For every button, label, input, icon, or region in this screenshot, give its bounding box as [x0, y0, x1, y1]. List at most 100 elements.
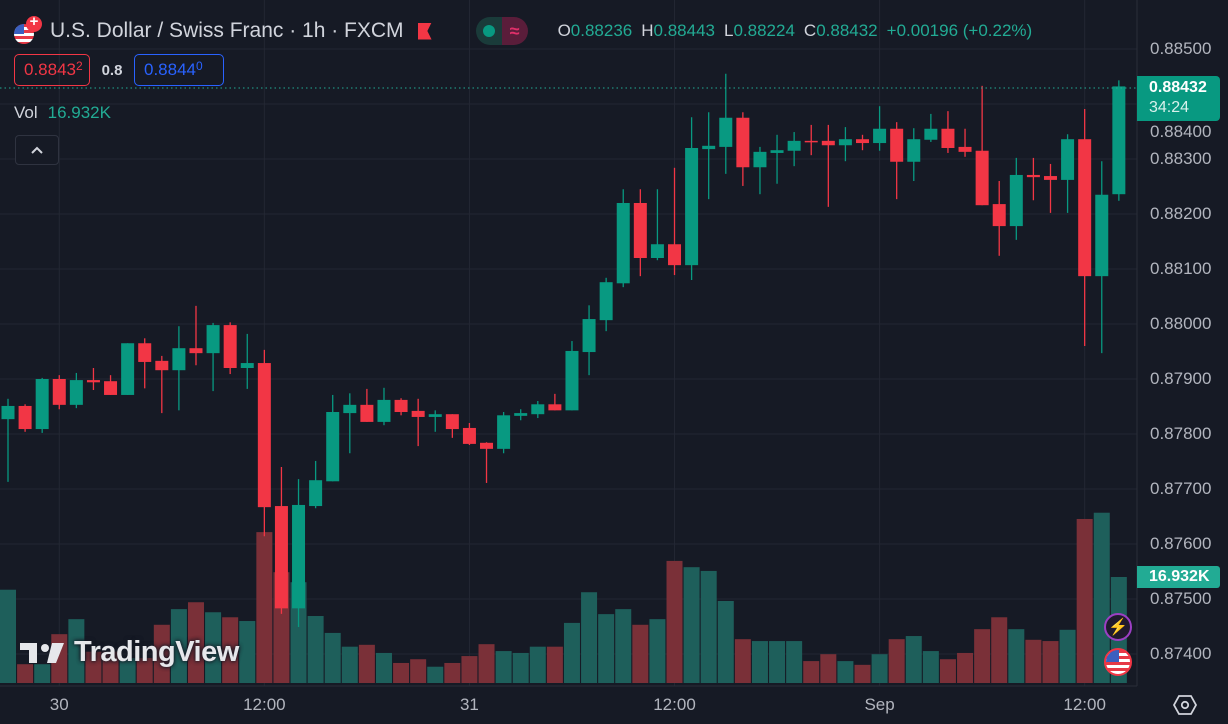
open-value: 0.88236 [570, 21, 633, 40]
candle-body [582, 319, 596, 353]
candle [907, 128, 921, 181]
volume-bar [649, 619, 666, 683]
sell-button[interactable]: 0.8843 2 [14, 54, 90, 86]
candle-body [172, 348, 186, 371]
volume-bar [1059, 629, 1076, 683]
candle-body [240, 363, 254, 368]
candle [958, 128, 972, 157]
candle [702, 112, 716, 200]
volume-bar [375, 652, 392, 683]
volume-bar [222, 617, 239, 683]
candle [633, 189, 647, 277]
volume-bar [119, 657, 136, 683]
volume-legend[interactable]: Vol 16.932K [14, 103, 111, 123]
symbol-header: U.S. Dollar / Swiss Franc · 1h · FXCM ≈ … [14, 13, 1032, 47]
candle [121, 343, 135, 395]
flag-icon[interactable] [417, 22, 432, 40]
candle [377, 387, 391, 426]
candle-body [702, 145, 716, 150]
volume-bar [461, 656, 478, 683]
last-price: 0.88432 [1149, 79, 1207, 96]
volume-bar [598, 614, 615, 683]
buy-price: 0.8844 [144, 60, 196, 79]
symbol-title[interactable]: U.S. Dollar / Swiss Franc · 1h · FXCM [50, 19, 404, 42]
candle-body [736, 117, 750, 168]
volume-bar [769, 641, 786, 683]
buy-pip: 0 [196, 59, 203, 73]
candle-body [514, 413, 528, 416]
candle [941, 111, 955, 153]
candle [497, 412, 511, 454]
volume-bar [170, 609, 187, 683]
buy-button[interactable]: 0.8844 0 [134, 54, 224, 86]
price-tick-label: 0.87900 [1150, 369, 1212, 388]
collapse-legend-button[interactable] [15, 135, 59, 165]
spread-value: 0.8 [101, 61, 123, 79]
candle-body [668, 244, 682, 266]
volume-bar [905, 636, 922, 683]
volume-bar [563, 622, 580, 683]
candle [856, 134, 869, 151]
volume-bar [888, 639, 905, 683]
volume-bar [1076, 518, 1093, 683]
candle [924, 113, 938, 142]
candle-body [1078, 139, 1092, 277]
volume-bar [991, 617, 1008, 683]
volume-bar [939, 659, 956, 683]
candle-body [377, 399, 391, 422]
candle [770, 134, 784, 184]
candle [531, 401, 545, 419]
lightning-icon[interactable]: ⚡ [1104, 613, 1132, 641]
volume-bar [974, 629, 991, 683]
candle-body [394, 399, 408, 412]
candle [1078, 108, 1092, 346]
candle [411, 398, 425, 447]
volume-bar [102, 651, 119, 683]
candle-body [274, 506, 288, 609]
us-flag-icon[interactable] [1104, 648, 1132, 676]
volume-bar [820, 654, 837, 683]
volume-bar [700, 570, 717, 683]
candle [616, 189, 630, 288]
volume-bar [85, 651, 102, 683]
candle-body [787, 140, 801, 151]
candle [155, 355, 169, 414]
candle-body [497, 415, 511, 449]
candle-body [719, 117, 733, 147]
candle [69, 372, 83, 409]
candle [514, 409, 528, 421]
market-status-toggle[interactable]: ≈ [475, 17, 528, 45]
volume-bar [136, 657, 153, 683]
candle [599, 277, 613, 332]
price-tick-label: 0.88500 [1150, 39, 1212, 58]
settings-icon[interactable] [1172, 693, 1198, 717]
candle-body [804, 140, 818, 143]
time-tick-label: 30 [49, 695, 69, 714]
candle [292, 479, 306, 628]
trade-buttons: 0.8843 2 0.8 0.8844 0 [14, 54, 224, 86]
candle-body [104, 381, 118, 395]
candle [548, 393, 562, 411]
candle-body [257, 363, 271, 508]
volume-bar [615, 609, 632, 683]
volume-bar [0, 589, 16, 683]
low-value: 0.88224 [733, 21, 795, 40]
candle [394, 398, 408, 416]
candle [240, 333, 254, 389]
candle [257, 349, 271, 537]
tradingview-logo[interactable]: TradingView [20, 636, 239, 669]
price-tick-label: 0.87600 [1150, 534, 1212, 553]
candle-body [616, 203, 630, 284]
candle [480, 442, 494, 483]
candle-body [1061, 139, 1075, 180]
volume-bar [495, 651, 512, 683]
volume-bar [803, 661, 820, 683]
volume-bar [546, 646, 563, 683]
volume-bar [307, 616, 324, 683]
volume-bar [581, 592, 598, 683]
low-label: L [723, 21, 734, 40]
candle-body [941, 128, 955, 148]
candle-body [411, 410, 425, 417]
candle [138, 338, 152, 389]
